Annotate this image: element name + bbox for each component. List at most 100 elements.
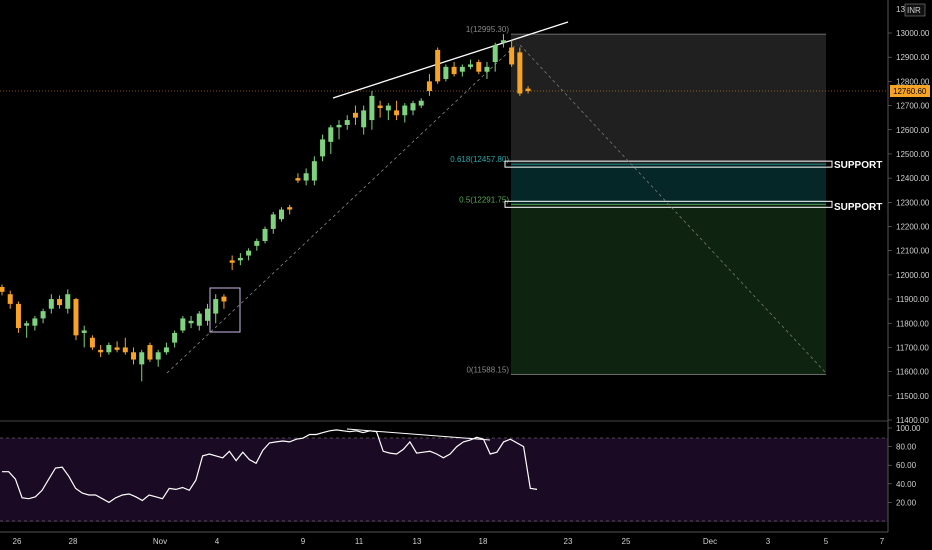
candle-body[interactable] bbox=[418, 100, 424, 106]
price-tick-label: 12900.00 bbox=[896, 53, 930, 62]
candle-body[interactable] bbox=[525, 88, 531, 92]
candle-body[interactable] bbox=[509, 47, 515, 65]
time-axis[interactable]: 26 28 Nov 4 9 11 13 18 23 25 Dec 3 5 7 bbox=[13, 537, 885, 546]
candle-body[interactable] bbox=[7, 294, 13, 304]
candle-body[interactable] bbox=[89, 337, 95, 348]
candle-body[interactable] bbox=[500, 40, 506, 43]
candle-body[interactable] bbox=[402, 105, 408, 116]
candle-body[interactable] bbox=[468, 64, 474, 67]
candle-body[interactable] bbox=[205, 308, 210, 321]
candle-body[interactable] bbox=[361, 110, 367, 128]
highlight-box[interactable] bbox=[209, 287, 241, 333]
candle-body[interactable] bbox=[517, 52, 523, 94]
candle-body[interactable] bbox=[147, 345, 153, 360]
candle-body[interactable] bbox=[98, 349, 104, 353]
candle-body[interactable] bbox=[426, 81, 432, 92]
candle-body[interactable] bbox=[254, 241, 260, 246]
candle-body[interactable] bbox=[48, 299, 54, 309]
candle-body[interactable] bbox=[24, 323, 30, 326]
candle-body[interactable] bbox=[81, 330, 87, 333]
candle-body[interactable] bbox=[484, 66, 490, 72]
candle-body[interactable] bbox=[221, 296, 227, 302]
candle-body[interactable] bbox=[270, 214, 276, 229]
rsi-axis[interactable]: 100.00 80.00 60.00 40.00 20.00 bbox=[888, 424, 921, 507]
candle-body[interactable] bbox=[65, 294, 71, 309]
rsi-tick-label: 100.00 bbox=[896, 424, 921, 433]
candle-body[interactable] bbox=[172, 332, 178, 343]
support-label-2: SUPPORT bbox=[834, 202, 882, 213]
fib-level-label: 0.618(12457.80) bbox=[450, 155, 509, 164]
candle-body[interactable] bbox=[15, 303, 21, 329]
candle-body[interactable] bbox=[0, 286, 5, 292]
candle-body[interactable] bbox=[377, 105, 383, 108]
rsi-divergence-line[interactable] bbox=[346, 428, 491, 441]
fib-level-label: 0.5(12291.75) bbox=[459, 195, 509, 204]
lower-trendline-dashed[interactable] bbox=[166, 43, 518, 374]
candle-body[interactable] bbox=[246, 250, 252, 256]
candle-body[interactable] bbox=[385, 105, 391, 111]
support-box-1[interactable] bbox=[504, 160, 833, 168]
candle-body[interactable] bbox=[336, 124, 342, 128]
price-tick-label: 11600.00 bbox=[896, 368, 929, 377]
time-tick-label: 5 bbox=[824, 537, 829, 546]
candle-body[interactable] bbox=[155, 352, 161, 360]
candle-body[interactable] bbox=[459, 66, 465, 72]
price-tick-label: 11400.00 bbox=[896, 416, 929, 425]
candle-body[interactable] bbox=[131, 352, 137, 360]
candle-body[interactable] bbox=[320, 139, 326, 157]
candle-body[interactable] bbox=[163, 347, 169, 353]
price-tick-label: 11900.00 bbox=[896, 295, 929, 304]
candle-body[interactable] bbox=[122, 347, 128, 353]
price-tick-label: 12300.00 bbox=[896, 198, 930, 207]
candle-body[interactable] bbox=[369, 95, 375, 121]
fib-level-label: 1(12995.30) bbox=[466, 25, 509, 34]
candle-body[interactable] bbox=[476, 62, 482, 72]
current-price-tag bbox=[890, 85, 930, 97]
currency-badge[interactable] bbox=[904, 3, 926, 17]
candle-body[interactable] bbox=[196, 313, 202, 326]
rsi-line[interactable] bbox=[2, 429, 538, 504]
candle-body[interactable] bbox=[237, 257, 243, 261]
candle-body[interactable] bbox=[262, 228, 268, 242]
candle-body[interactable] bbox=[492, 45, 498, 63]
candle-body[interactable] bbox=[73, 299, 79, 336]
candle-body[interactable] bbox=[303, 173, 309, 181]
rsi-pane-background bbox=[0, 438, 888, 522]
candle-body[interactable] bbox=[229, 260, 235, 263]
candle-body[interactable] bbox=[435, 49, 441, 82]
price-tick-label: 12700.00 bbox=[896, 102, 930, 111]
time-tick-label: Dec bbox=[703, 537, 717, 546]
candle-body[interactable] bbox=[106, 345, 112, 353]
candle-body[interactable] bbox=[394, 110, 400, 116]
candle-body[interactable] bbox=[57, 299, 63, 306]
candle-body[interactable] bbox=[352, 112, 358, 118]
time-tick-label: Nov bbox=[153, 537, 167, 546]
candle-body[interactable] bbox=[451, 66, 457, 75]
candle-body[interactable] bbox=[114, 347, 120, 350]
candle-body[interactable] bbox=[213, 299, 219, 314]
price-axis[interactable]: 13000.00 12900.00 12800.00 12700.00 12600.00… bbox=[888, 29, 930, 425]
candlestick-series[interactable] bbox=[0, 34, 531, 382]
candle-body[interactable] bbox=[139, 352, 145, 365]
support-label-1: SUPPORT bbox=[834, 160, 882, 171]
candle-body[interactable] bbox=[295, 178, 301, 181]
upper-trendline[interactable] bbox=[332, 21, 569, 99]
projection-dashed-line[interactable] bbox=[519, 44, 827, 374]
price-tick-label: 12100.00 bbox=[896, 247, 930, 256]
candle-body[interactable] bbox=[188, 320, 194, 324]
time-tick-label: 28 bbox=[69, 537, 78, 546]
support-zones[interactable]: SUPPORT SUPPORT bbox=[504, 160, 882, 213]
candle-body[interactable] bbox=[344, 120, 350, 125]
candle-body[interactable] bbox=[32, 318, 38, 326]
candle-body[interactable] bbox=[287, 207, 293, 210]
candle-body[interactable] bbox=[328, 127, 334, 142]
candle-body[interactable] bbox=[180, 318, 186, 331]
candle-body[interactable] bbox=[443, 66, 449, 79]
fibonacci-retracement[interactable]: 1(12995.30) 0.618(12457.80) 0.5(12291.75) 0… bbox=[450, 25, 826, 375]
candle-body[interactable] bbox=[40, 311, 46, 319]
support-box-2[interactable] bbox=[504, 200, 833, 208]
candle-body[interactable] bbox=[278, 209, 284, 220]
candle-body[interactable] bbox=[410, 103, 416, 111]
candle-body[interactable] bbox=[311, 161, 317, 181]
